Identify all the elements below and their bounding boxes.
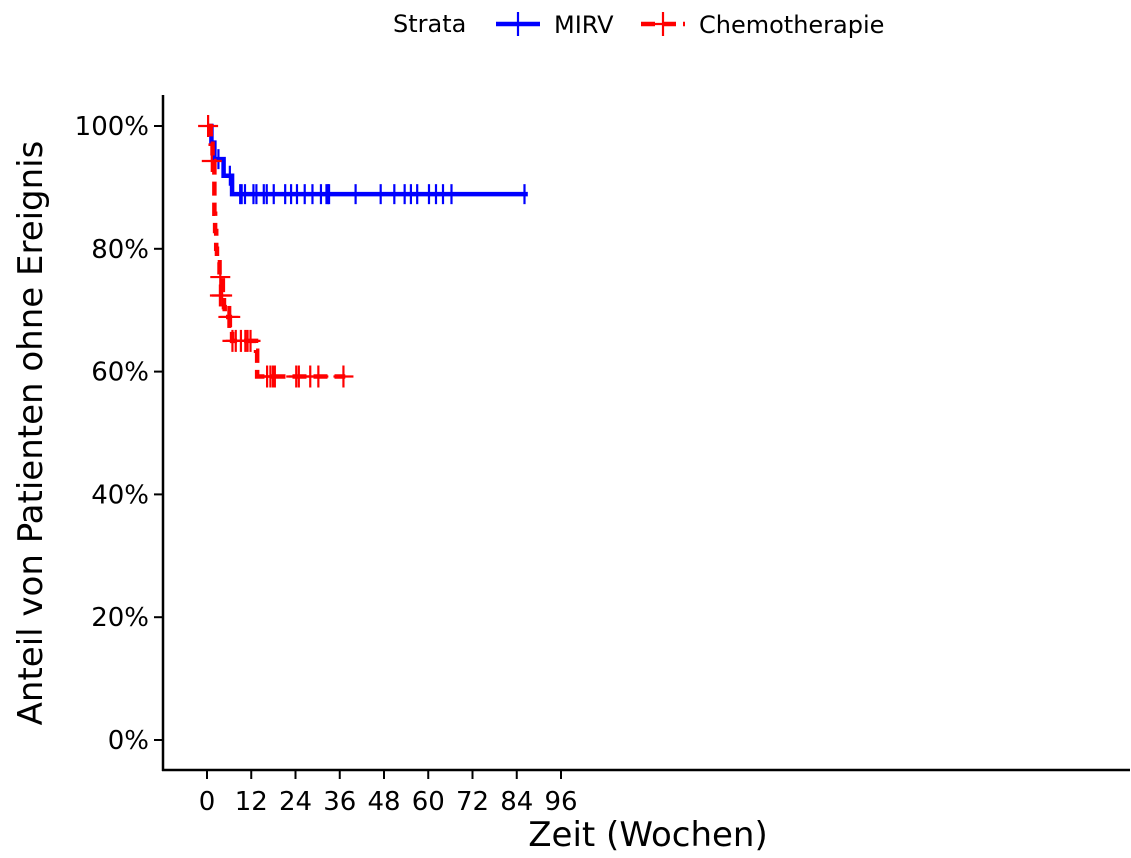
- y-tick-label: 80%: [91, 235, 149, 265]
- x-tick-label: 60: [412, 787, 445, 817]
- x-tick-label: 24: [279, 787, 312, 817]
- x-tick-label: 84: [500, 787, 533, 817]
- legend-label-mirv: MIRV: [554, 11, 614, 39]
- censor-mark: [264, 365, 285, 388]
- x-axis-title: Zeit (Wochen): [528, 815, 767, 855]
- x-tick-label: 36: [323, 787, 356, 817]
- y-axis-title: Anteil von Patienten ohne Ereignis: [11, 141, 51, 726]
- censor-mark: [308, 365, 329, 388]
- censor-mark: [220, 305, 241, 328]
- censor-mark: [201, 149, 222, 172]
- y-tick-label: 60%: [91, 358, 149, 388]
- series-mirv: [207, 123, 528, 205]
- y-tick-label: 0%: [108, 726, 149, 756]
- x-tick-label: 48: [367, 787, 400, 817]
- survival-curve-chemotherapie: [207, 123, 346, 379]
- series-chemotherapie: [198, 115, 354, 388]
- x-tick-label: 72: [456, 787, 489, 817]
- censor-mark: [198, 115, 219, 137]
- axes: 0 12 24 36 48 60 72 84 96 0% 20% 40% 60% 80% 100%: [75, 95, 1130, 817]
- legend: Strata MIRV Chemotherapie: [393, 10, 884, 39]
- y-tick-label: 100%: [75, 112, 149, 142]
- legend-item-mirv: MIRV: [496, 11, 614, 39]
- x-tick-label: 12: [235, 787, 268, 817]
- censor-mark: [333, 365, 354, 388]
- censor-mark: [240, 329, 261, 352]
- y-tick-label: 40%: [91, 480, 149, 510]
- legend-label-chemotherapie: Chemotherapie: [699, 11, 884, 39]
- legend-item-chemotherapie: Chemotherapie: [641, 11, 884, 39]
- x-tick-label: 0: [199, 787, 216, 817]
- survival-curve-mirv: [207, 123, 528, 197]
- censor-mark: [210, 266, 231, 289]
- censor-mark: [212, 284, 233, 307]
- y-tick-label: 20%: [91, 603, 149, 633]
- legend-title: Strata: [393, 10, 466, 38]
- x-tick-label: 96: [544, 787, 577, 817]
